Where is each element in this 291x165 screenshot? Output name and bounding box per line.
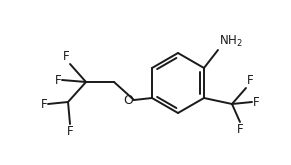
- Text: F: F: [54, 73, 61, 86]
- Text: NH$_2$: NH$_2$: [219, 34, 243, 49]
- Text: F: F: [40, 98, 47, 111]
- Text: O: O: [123, 94, 133, 106]
- Text: F: F: [247, 74, 253, 87]
- Text: F: F: [62, 50, 69, 63]
- Text: F: F: [253, 96, 260, 109]
- Text: F: F: [237, 123, 243, 136]
- Text: F: F: [67, 125, 73, 138]
